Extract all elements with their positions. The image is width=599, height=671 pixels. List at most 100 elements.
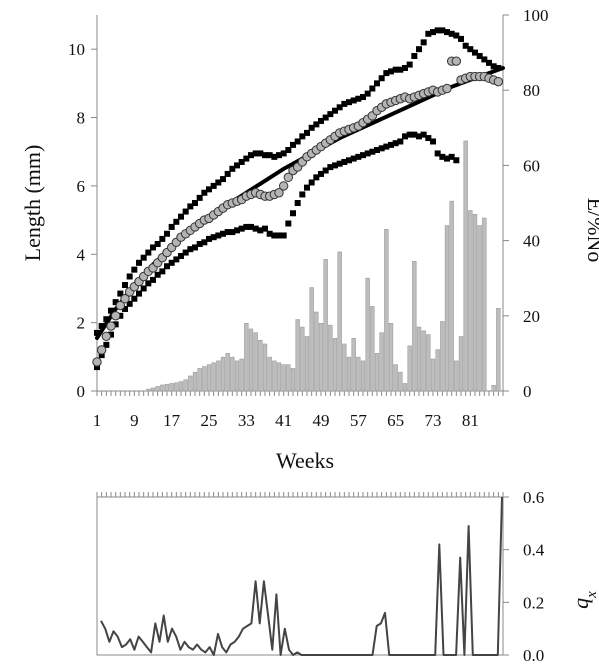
bar bbox=[295, 319, 300, 392]
square-point bbox=[150, 244, 156, 251]
square-point bbox=[448, 153, 455, 160]
x-tick-label: 41 bbox=[275, 411, 292, 430]
square-point bbox=[444, 29, 450, 36]
y-tick-label: 4 bbox=[77, 245, 86, 264]
bar bbox=[253, 332, 258, 392]
square-point bbox=[201, 189, 208, 196]
square-point bbox=[406, 131, 413, 138]
square-point bbox=[402, 133, 408, 140]
bar bbox=[234, 360, 240, 392]
square-point bbox=[406, 61, 413, 68]
bar bbox=[412, 260, 417, 392]
square-point bbox=[243, 223, 250, 230]
x-tick-label: 25 bbox=[201, 411, 218, 430]
square-point bbox=[327, 164, 334, 171]
bar bbox=[286, 364, 291, 392]
square-point bbox=[238, 225, 245, 232]
square-point bbox=[220, 230, 226, 237]
square-point bbox=[294, 138, 301, 145]
bottom-y-axis-title: qx bbox=[568, 591, 599, 609]
bar bbox=[211, 362, 216, 392]
square-point bbox=[425, 30, 432, 37]
bar bbox=[468, 210, 473, 392]
square-point bbox=[388, 68, 394, 75]
square-point bbox=[224, 170, 231, 177]
bar bbox=[370, 306, 375, 392]
bottom-y-tick-label: 0.0 bbox=[523, 646, 544, 665]
y-tick-label: 2 bbox=[77, 314, 86, 333]
square-point bbox=[313, 121, 320, 128]
square-point bbox=[122, 305, 128, 312]
bar bbox=[356, 356, 361, 392]
square-point bbox=[341, 100, 348, 107]
square-point bbox=[136, 259, 142, 266]
square-point bbox=[299, 191, 306, 198]
bar bbox=[225, 353, 230, 392]
bar bbox=[155, 386, 160, 392]
bar bbox=[346, 356, 352, 392]
qx-line bbox=[100, 496, 503, 656]
square-point bbox=[308, 179, 315, 186]
square-point bbox=[332, 107, 338, 114]
square-point bbox=[276, 152, 282, 159]
y2-tick-label: 20 bbox=[523, 307, 540, 326]
bar bbox=[407, 345, 412, 392]
square-point bbox=[126, 273, 133, 280]
square-point bbox=[154, 271, 161, 278]
y-tick-label: 8 bbox=[77, 109, 86, 128]
bar bbox=[281, 364, 286, 392]
square-point bbox=[224, 229, 231, 236]
square-point bbox=[290, 210, 296, 217]
bar bbox=[230, 356, 235, 392]
square-point bbox=[145, 280, 152, 287]
square-point bbox=[388, 141, 394, 148]
square-point bbox=[425, 135, 432, 142]
square-point bbox=[355, 153, 362, 160]
square-point bbox=[304, 129, 310, 136]
bar bbox=[202, 366, 207, 392]
square-point bbox=[285, 147, 292, 154]
bar bbox=[337, 251, 342, 392]
x-tick-label: 57 bbox=[350, 411, 368, 430]
square-point bbox=[486, 59, 492, 66]
square-point bbox=[439, 27, 446, 34]
square-point bbox=[304, 184, 310, 191]
bar bbox=[351, 338, 356, 392]
bar bbox=[365, 277, 370, 392]
bar bbox=[398, 371, 403, 392]
bar bbox=[477, 225, 482, 392]
bar bbox=[262, 343, 268, 392]
y-tick-label: 0 bbox=[77, 382, 86, 401]
square-point bbox=[472, 49, 478, 56]
square-point bbox=[164, 263, 170, 270]
y-tick-label: 10 bbox=[68, 40, 85, 59]
bar bbox=[440, 321, 445, 392]
bar bbox=[388, 323, 394, 392]
square-point bbox=[434, 27, 441, 34]
square-point bbox=[206, 186, 212, 193]
square-point bbox=[444, 155, 450, 162]
bar bbox=[328, 324, 333, 392]
bar bbox=[309, 287, 314, 392]
square-point bbox=[420, 131, 427, 138]
circle-point bbox=[278, 181, 289, 191]
bar bbox=[178, 381, 184, 392]
bar bbox=[239, 358, 244, 392]
square-point bbox=[262, 225, 268, 232]
bar bbox=[482, 217, 487, 392]
x-tick-label: 1 bbox=[93, 411, 102, 430]
bottom-y-tick-label: 0.4 bbox=[523, 541, 545, 560]
square-point bbox=[112, 321, 119, 328]
square-point bbox=[140, 254, 147, 261]
circle-point bbox=[493, 76, 504, 87]
square-point bbox=[210, 234, 217, 241]
circle-point bbox=[101, 331, 112, 342]
square-point bbox=[294, 200, 301, 206]
x-axis-title: Weeks bbox=[276, 448, 334, 473]
square-point bbox=[94, 364, 100, 371]
square-point bbox=[201, 239, 208, 246]
bar bbox=[491, 385, 496, 392]
square-point bbox=[378, 75, 385, 82]
square-point bbox=[369, 85, 376, 92]
square-point bbox=[210, 182, 217, 189]
